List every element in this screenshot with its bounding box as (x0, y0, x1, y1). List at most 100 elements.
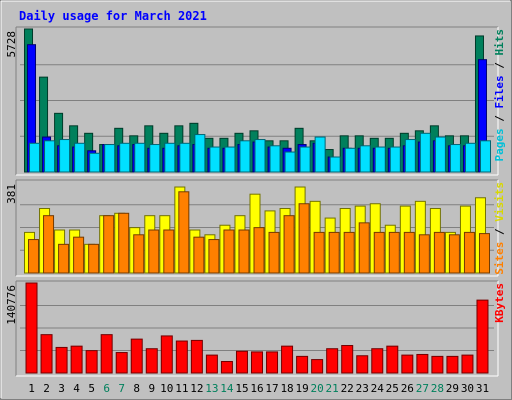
bar-pages-day-6 (104, 144, 116, 173)
bar-kbytes-day-12 (190, 339, 203, 374)
panels-layer: 5728 Pages / Files / Hits 381 Sites / Visit… (5, 26, 506, 377)
bar-kbytes-day-19 (296, 355, 309, 374)
bar-kbytes-day-10 (160, 335, 173, 374)
x-tick-label-1: 1 (28, 382, 35, 395)
bar-kbytes-day-21 (326, 348, 339, 374)
x-tick-label-27: 27 (416, 382, 429, 395)
bar-pages-day-9 (149, 144, 161, 173)
bar-kbytes-day-18 (281, 345, 294, 374)
legend-kbytes: KBytes (493, 283, 506, 323)
x-tick-label-15: 15 (235, 382, 248, 395)
bar-sites-day-25 (388, 231, 400, 274)
bar-kbytes-day-22 (341, 345, 354, 374)
bar-kbytes-day-28 (431, 355, 444, 374)
bar-sites-day-18 (283, 215, 295, 274)
bar-pages-day-14 (224, 146, 236, 173)
bar-sites-day-26 (403, 231, 415, 274)
bar-kbytes-day-7 (115, 352, 128, 374)
panel-right-legend: KBytes (493, 283, 506, 323)
panel-3: 140776 KBytes (5, 280, 506, 377)
bar-pages-day-15 (239, 140, 251, 173)
bar-sites-day-27 (418, 234, 430, 274)
bar-kbytes-day-31 (476, 299, 489, 374)
x-tick-label-16: 16 (250, 382, 263, 395)
bar-pages-day-17 (269, 145, 281, 173)
x-tick-label-19: 19 (295, 382, 308, 395)
bar-kbytes-day-15 (235, 350, 248, 374)
x-tick-label-7: 7 (118, 382, 125, 395)
bar-pages-day-23 (359, 145, 371, 173)
x-tick-label-30: 30 (461, 382, 474, 395)
bar-kbytes-day-23 (356, 355, 369, 374)
bar-pages-day-28 (434, 136, 446, 173)
bar-pages-day-4 (74, 142, 86, 173)
x-tick-label-20: 20 (311, 382, 324, 395)
x-tick-label-18: 18 (280, 382, 293, 395)
bar-sites-day-7 (118, 212, 130, 274)
series-pages (29, 132, 491, 173)
bar-sites-day-15 (238, 229, 250, 274)
x-tick-label-25: 25 (386, 382, 399, 395)
bar-pages-day-10 (164, 142, 176, 173)
panel-right-legend: Sites / Visits (493, 182, 506, 275)
bar-sites-day-16 (253, 227, 265, 274)
bar-kbytes-day-5 (85, 350, 98, 374)
legend-separator: / (493, 109, 506, 129)
x-tick-label-29: 29 (446, 382, 459, 395)
bar-kbytes-day-2 (40, 334, 53, 374)
bar-sites-day-5 (88, 243, 100, 274)
x-tick-label-12: 12 (190, 382, 203, 395)
bar-sites-day-20 (313, 231, 325, 274)
bar-kbytes-day-1 (25, 282, 38, 374)
bar-sites-day-13 (208, 239, 220, 274)
x-tick-label-6: 6 (103, 382, 110, 395)
bar-kbytes-day-8 (130, 338, 143, 374)
bar-sites-day-8 (133, 234, 145, 274)
bar-pages-day-27 (419, 132, 431, 173)
bar-kbytes-day-6 (100, 334, 113, 374)
bar-pages-day-20 (314, 136, 326, 173)
bar-sites-day-11 (178, 191, 190, 274)
bar-pages-day-13 (209, 146, 221, 173)
bar-pages-day-19 (299, 146, 311, 173)
legend-separator: / (493, 56, 506, 76)
bar-sites-day-9 (148, 229, 160, 274)
bar-sites-day-6 (103, 215, 115, 274)
bar-pages-day-30 (464, 142, 476, 173)
x-tick-label-5: 5 (88, 382, 95, 395)
x-tick-label-3: 3 (58, 382, 65, 395)
bar-sites-day-17 (268, 231, 280, 274)
x-axis-labels: 1 2 3 4 5 6 7 8 9 10 11 12 13 14 15 16 17 18 19 20 21 22 23 24 2… (28, 382, 489, 395)
bar-kbytes-day-29 (446, 355, 459, 374)
panel-2: 381 Sites / Visits (5, 179, 506, 277)
bar-kbytes-day-27 (416, 353, 429, 374)
bar-pages-day-26 (404, 139, 416, 173)
x-tick-label-2: 2 (43, 382, 50, 395)
x-tick-label-10: 10 (160, 382, 173, 395)
bar-sites-day-14 (223, 229, 235, 274)
bar-sites-day-31 (478, 233, 490, 274)
panel-right-legend: Pages / Files / Hits (493, 29, 506, 162)
x-tick-label-22: 22 (341, 382, 354, 395)
bar-kbytes-day-24 (371, 348, 384, 374)
x-tick-label-24: 24 (371, 382, 385, 395)
bar-kbytes-day-3 (55, 346, 68, 374)
bar-kbytes-day-11 (175, 340, 188, 374)
bar-kbytes-day-14 (220, 360, 233, 374)
bar-pages-day-22 (344, 147, 356, 173)
bar-kbytes-day-26 (401, 354, 414, 374)
bar-pages-day-18 (284, 151, 296, 173)
bar-sites-day-19 (298, 203, 310, 274)
bar-sites-day-22 (343, 231, 355, 274)
bar-pages-day-16 (254, 139, 266, 173)
chart-title: Daily usage for March 2021 (19, 9, 207, 23)
bar-pages-day-8 (134, 142, 146, 173)
bar-pages-day-11 (179, 142, 191, 173)
bar-sites-day-12 (193, 236, 205, 274)
bar-pages-day-25 (389, 146, 401, 173)
x-tick-label-14: 14 (220, 382, 234, 395)
bar-kbytes-day-13 (205, 354, 218, 374)
bar-pages-day-2 (44, 140, 56, 173)
legend-files: Files (493, 75, 506, 108)
